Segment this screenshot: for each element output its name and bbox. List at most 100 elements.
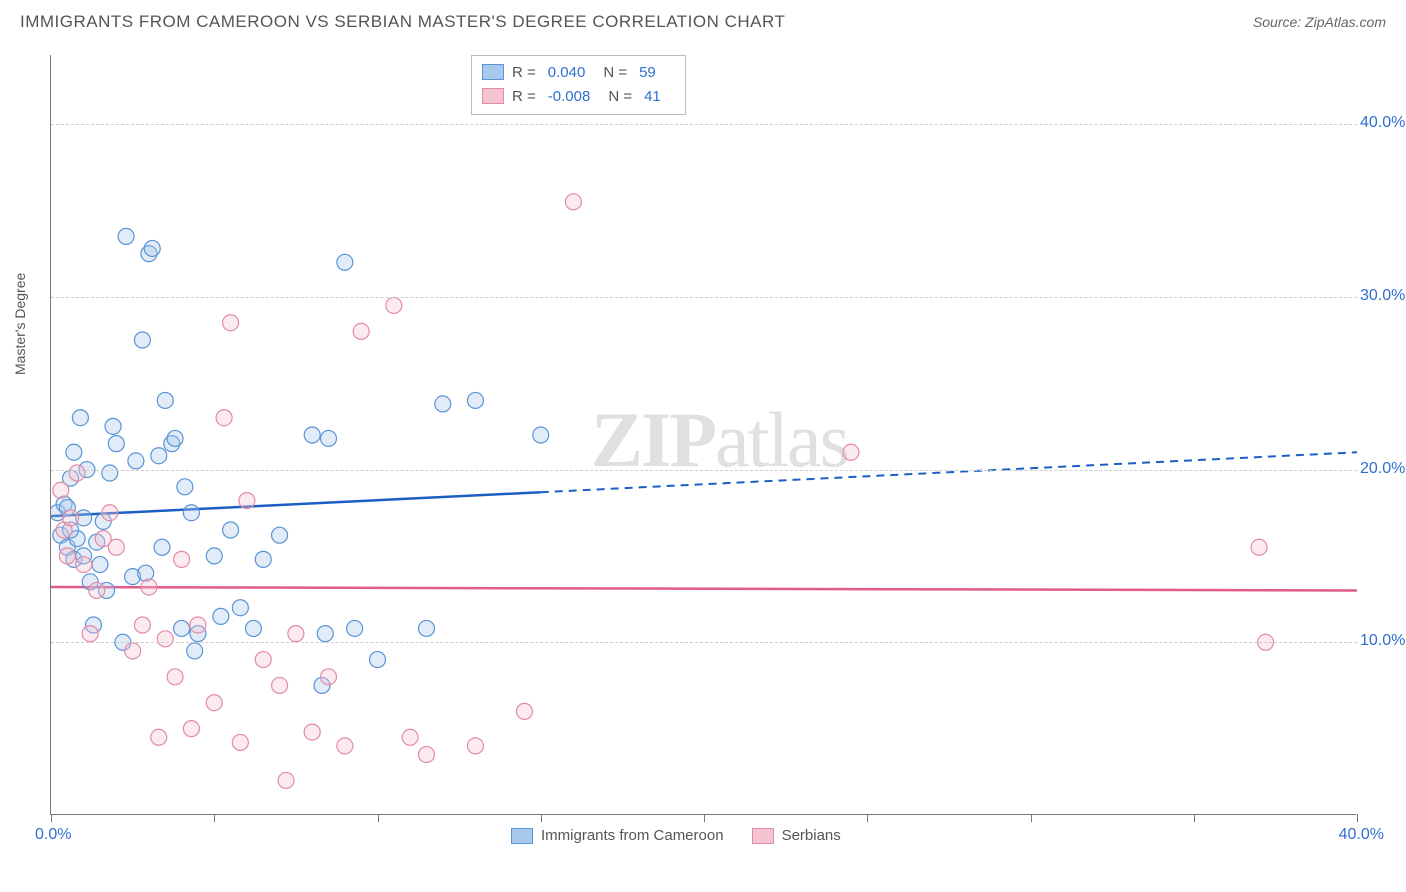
r-value-serbians: -0.008: [548, 88, 591, 105]
series-legend: Immigrants from Cameroon Serbians: [511, 827, 841, 844]
data-point: [128, 453, 144, 469]
r-label: R =: [512, 88, 536, 105]
data-point: [144, 240, 160, 256]
data-point: [843, 444, 859, 460]
x-tick: [1031, 814, 1032, 822]
plot-area: ZIPatlas R = 0.040 N = 59 R = -0.008 N =…: [50, 55, 1356, 815]
data-point: [206, 695, 222, 711]
data-point: [102, 505, 118, 521]
data-point: [118, 228, 134, 244]
data-point: [386, 297, 402, 313]
data-point: [125, 643, 141, 659]
data-point: [108, 436, 124, 452]
swatch-serbians-icon: [752, 828, 774, 844]
data-point: [174, 620, 190, 636]
data-point: [321, 669, 337, 685]
data-point: [213, 608, 229, 624]
data-point: [337, 738, 353, 754]
data-point: [157, 631, 173, 647]
trend-line-dashed: [541, 452, 1357, 492]
x-tick: [867, 814, 868, 822]
legend-row-serbians: R = -0.008 N = 41: [482, 84, 671, 108]
data-point: [206, 548, 222, 564]
data-point: [141, 579, 157, 595]
data-point: [418, 747, 434, 763]
r-value-cameroon: 0.040: [548, 64, 586, 81]
data-point: [223, 315, 239, 331]
data-point: [402, 729, 418, 745]
x-tick: [378, 814, 379, 822]
data-point: [190, 617, 206, 633]
data-point: [232, 734, 248, 750]
n-label: N =: [603, 64, 627, 81]
x-tick: [541, 814, 542, 822]
scatter-svg: [51, 55, 1357, 815]
data-point: [151, 448, 167, 464]
x-tick: [214, 814, 215, 822]
data-point: [467, 392, 483, 408]
data-point: [69, 465, 85, 481]
n-label: N =: [608, 88, 632, 105]
data-point: [92, 557, 108, 573]
data-point: [435, 396, 451, 412]
x-tick: [51, 814, 52, 822]
data-point: [174, 551, 190, 567]
data-point: [1251, 539, 1267, 555]
data-point: [245, 620, 261, 636]
source-attribution: Source: ZipAtlas.com: [1253, 14, 1386, 30]
data-point: [272, 527, 288, 543]
y-tick-label: 40.0%: [1360, 114, 1406, 132]
y-tick-label: 10.0%: [1360, 632, 1406, 650]
data-point: [66, 444, 82, 460]
data-point: [304, 427, 320, 443]
data-point: [565, 194, 581, 210]
data-point: [102, 465, 118, 481]
y-tick-label: 30.0%: [1360, 287, 1406, 305]
data-point: [223, 522, 239, 538]
data-point: [151, 729, 167, 745]
correlation-legend: R = 0.040 N = 59 R = -0.008 N = 41: [471, 55, 686, 115]
data-point: [232, 600, 248, 616]
data-point: [183, 505, 199, 521]
swatch-cameroon: [482, 64, 504, 80]
y-axis-label: Master's Degree: [12, 273, 28, 375]
data-point: [216, 410, 232, 426]
data-point: [467, 738, 483, 754]
data-point: [353, 323, 369, 339]
source-name: ZipAtlas.com: [1305, 14, 1386, 30]
gridline: [51, 124, 1357, 125]
gridline: [51, 470, 1357, 471]
data-point: [533, 427, 549, 443]
n-value-serbians: 41: [644, 88, 661, 105]
legend-label-serbians: Serbians: [782, 827, 841, 844]
data-point: [418, 620, 434, 636]
data-point: [59, 548, 75, 564]
data-point: [516, 703, 532, 719]
legend-item-cameroon: Immigrants from Cameroon: [511, 827, 724, 844]
data-point: [154, 539, 170, 555]
data-point: [134, 617, 150, 633]
data-point: [317, 626, 333, 642]
data-point: [82, 626, 98, 642]
gridline: [51, 297, 1357, 298]
chart-container: Master's Degree ZIPatlas R = 0.040 N = 5…: [50, 55, 1390, 815]
data-point: [157, 392, 173, 408]
x-tick: [1194, 814, 1195, 822]
data-point: [177, 479, 193, 495]
data-point: [321, 430, 337, 446]
data-point: [167, 430, 183, 446]
x-tick-max: 40.0%: [1339, 826, 1384, 844]
data-point: [347, 620, 363, 636]
data-point: [108, 539, 124, 555]
trend-line-solid: [51, 492, 541, 516]
chart-title: IMMIGRANTS FROM CAMEROON VS SERBIAN MAST…: [20, 12, 785, 32]
legend-label-cameroon: Immigrants from Cameroon: [541, 827, 724, 844]
y-tick-label: 20.0%: [1360, 460, 1406, 478]
data-point: [288, 626, 304, 642]
data-point: [278, 772, 294, 788]
chart-header: IMMIGRANTS FROM CAMEROON VS SERBIAN MAST…: [0, 0, 1406, 40]
data-point: [304, 724, 320, 740]
data-point: [89, 582, 105, 598]
data-point: [72, 410, 88, 426]
data-point: [76, 557, 92, 573]
